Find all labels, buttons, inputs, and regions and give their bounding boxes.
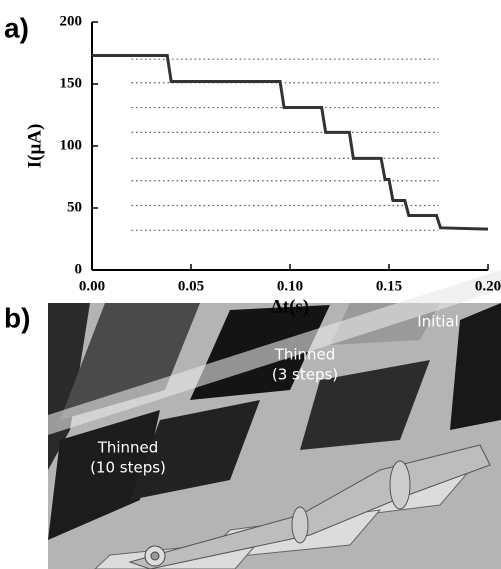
wire-ring [291, 506, 309, 544]
panel-label: b) [4, 302, 30, 333]
panel-label: a) [4, 12, 29, 43]
wire-ring [389, 460, 411, 510]
image-label: (3 steps) [272, 366, 338, 384]
y-tick-label: 0 [75, 261, 83, 277]
image-label: Thinned [97, 439, 159, 457]
gap [130, 400, 260, 500]
y-tick-label: 100 [60, 137, 83, 153]
gap [300, 360, 430, 450]
ridge [48, 270, 501, 435]
gap [48, 410, 160, 540]
image-label: Thinned [274, 346, 336, 364]
wire-end [150, 551, 160, 561]
y-tick-label: 50 [67, 199, 82, 215]
gap [450, 303, 501, 430]
y-tick-label: 200 [60, 13, 83, 29]
x-axis-label: Δt(s) [271, 296, 309, 317]
x-tick-label: 0.05 [178, 278, 204, 294]
x-tick-label: 0.10 [277, 278, 303, 294]
y-axis-label: I(μA) [24, 124, 45, 169]
x-tick-label: 0.20 [475, 278, 501, 294]
image-label: (10 steps) [90, 459, 166, 477]
data-line [92, 53, 489, 231]
gap [60, 303, 200, 420]
y-tick-label: 150 [60, 75, 83, 91]
x-tick-label: 0.15 [376, 278, 402, 294]
image-label: Initial [417, 313, 459, 331]
micrograph [48, 270, 501, 569]
x-tick-label: 0.00 [79, 278, 105, 294]
